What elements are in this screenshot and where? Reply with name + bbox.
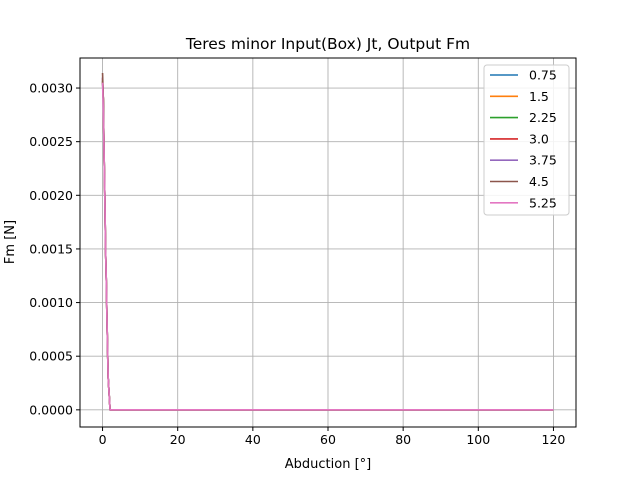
legend-label: 2.25 (529, 110, 557, 125)
y-axis: 0.0000 0.0005 0.0010 0.0015 0.0020 0.0025 0.00… (29, 81, 80, 417)
y-axis-label: Fm [N] (3, 220, 18, 264)
x-axis-label: Abduction [°] (285, 457, 371, 472)
legend-label: 0.75 (529, 68, 557, 83)
series-line-5.25 (101, 82, 554, 411)
y-tick-label: 0.0005 (29, 349, 73, 364)
y-tick-label: 0.0010 (29, 295, 73, 310)
legend-label: 3.0 (529, 131, 549, 146)
y-tick-label: 0.0015 (29, 241, 73, 256)
x-tick-label: 40 (245, 432, 261, 447)
x-tick-label: 0 (99, 432, 107, 447)
x-tick-label: 20 (170, 432, 186, 447)
y-tick-label: 0.0000 (29, 402, 73, 417)
legend-label: 3.75 (529, 153, 557, 168)
x-tick-label: 80 (395, 432, 411, 447)
legend-label: 1.5 (529, 89, 549, 104)
legend-box (483, 64, 570, 216)
x-axis: 0 20 40 60 80 100 120 (99, 427, 566, 447)
y-tick-label: 0.0025 (29, 134, 73, 149)
legend: 0.75 1.5 2.25 3.0 3.75 4.5 5.25 (483, 64, 570, 216)
legend-label: 5.25 (529, 195, 557, 210)
x-tick-label: 100 (466, 432, 490, 447)
y-tick-label: 0.0030 (29, 81, 73, 96)
y-tick-label: 0.0020 (29, 188, 73, 203)
x-tick-label: 60 (320, 432, 336, 447)
x-tick-label: 120 (542, 432, 566, 447)
legend-label: 4.5 (529, 174, 549, 189)
chart-title: Teres minor Input(Box) Jt, Output Fm (185, 35, 470, 53)
plot-series (101, 72, 554, 411)
